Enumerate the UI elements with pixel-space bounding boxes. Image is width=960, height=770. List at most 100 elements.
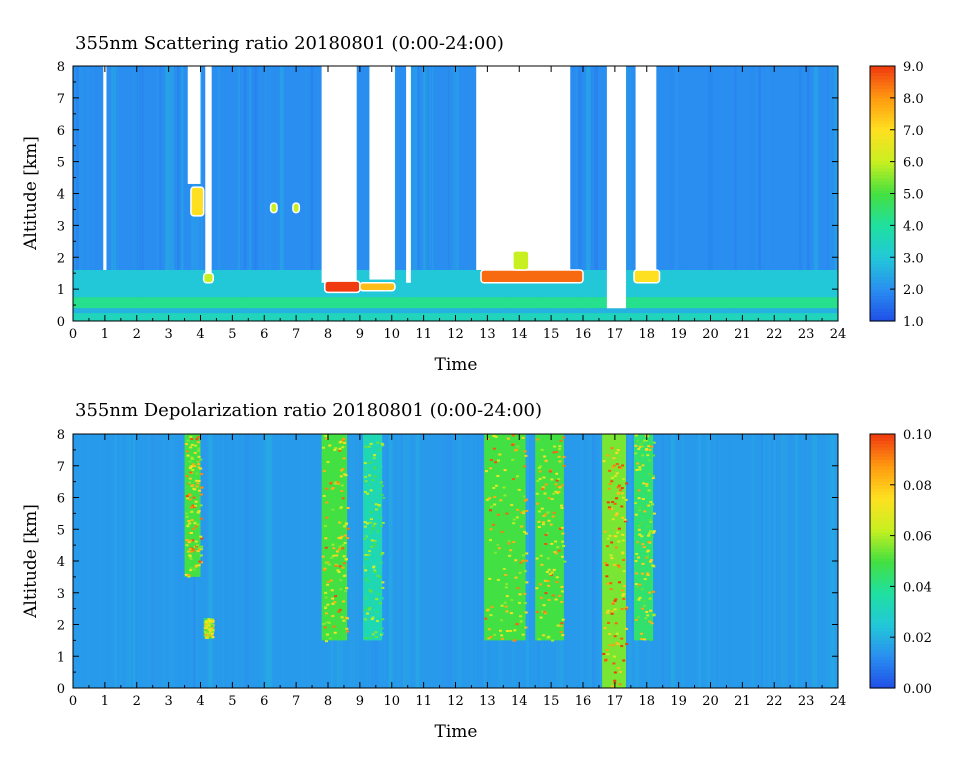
- colorbar-cell: [870, 548, 895, 553]
- no-data-region: [476, 66, 571, 270]
- colorbar-cell: [870, 212, 895, 217]
- texture-streak: [826, 66, 830, 321]
- texture-streak: [125, 434, 130, 688]
- texture-streak: [282, 434, 285, 688]
- colorbar-tick-label: 7.0: [903, 124, 924, 139]
- texture-streak: [751, 66, 757, 321]
- y-tick-label: 5: [57, 156, 65, 171]
- texture-streak: [415, 434, 420, 688]
- colorbar-cell: [870, 145, 895, 150]
- x-tick-label: 10: [383, 694, 400, 709]
- cloud-feature: [324, 280, 361, 294]
- x-tick-label: 12: [447, 694, 464, 709]
- colorbar-cell: [870, 580, 895, 584]
- boundary-layer-band: [73, 297, 838, 309]
- texture-streak: [715, 434, 719, 688]
- x-tick-label: 8: [324, 694, 332, 709]
- texture-streak: [471, 434, 473, 688]
- no-data-region: [606, 66, 627, 309]
- texture-streak: [575, 66, 578, 321]
- colorbar-cell: [870, 494, 895, 499]
- x-tick-label: 10: [383, 327, 400, 342]
- colorbar-cell: [870, 234, 895, 239]
- texture-streak: [412, 66, 417, 321]
- colorbar-cell: [870, 519, 895, 524]
- texture-streak: [136, 66, 138, 321]
- texture-streak: [669, 66, 674, 321]
- texture-streak: [664, 66, 667, 321]
- cloud-feature: [292, 202, 301, 214]
- colorbar-cell: [870, 526, 895, 530]
- x-tick-label: 12: [447, 327, 464, 342]
- texture-streak: [140, 66, 143, 321]
- texture-streak: [592, 434, 596, 688]
- colorbar-cell: [870, 630, 895, 635]
- colorbar-cell: [870, 308, 895, 313]
- texture-streak: [162, 434, 166, 688]
- texture-streak: [423, 66, 429, 321]
- colorbar-cell: [870, 434, 895, 438]
- colorbar-cell: [870, 472, 895, 476]
- x-tick-label: 7: [292, 694, 300, 709]
- texture-streak: [353, 434, 355, 688]
- colorbar-cell: [870, 437, 895, 441]
- colorbar-cell: [870, 487, 895, 492]
- x-tick-label: 24: [830, 694, 847, 709]
- texture-streak: [587, 66, 590, 321]
- no-data-region: [103, 66, 107, 270]
- colorbar-cell: [870, 557, 895, 562]
- colorbar-cell: [870, 104, 895, 109]
- texture-streak: [580, 434, 584, 688]
- texture-streak: [168, 434, 173, 688]
- texture-streak: [159, 66, 162, 321]
- colorbar-cell: [870, 180, 895, 185]
- colorbar-cell: [870, 139, 895, 144]
- colorbar-cell: [870, 576, 895, 581]
- colorbar-cell: [870, 541, 895, 546]
- x-tick-label: 15: [543, 327, 560, 342]
- texture-streak: [156, 66, 160, 321]
- texture-streak: [728, 434, 730, 688]
- depolarization-ratio-title: 355nm Depolarization ratio 20180801 (0:0…: [75, 400, 542, 421]
- texture-streak: [241, 434, 246, 688]
- colorbar-tick-label: 3.0: [903, 251, 924, 266]
- texture-streak: [309, 66, 312, 321]
- x-tick-label: 22: [766, 327, 783, 342]
- texture-streak: [232, 434, 236, 688]
- colorbar-cell: [870, 126, 895, 131]
- colorbar-cell: [870, 241, 895, 246]
- colorbar-tick-label: 0.08: [903, 479, 932, 494]
- colorbar-cell: [870, 292, 895, 297]
- colorbar-tick-label: 0.10: [903, 428, 932, 443]
- colorbar-cell: [870, 513, 895, 518]
- colorbar-cell: [870, 69, 895, 73]
- x-tick-label: 4: [196, 327, 204, 342]
- colorbar-cell: [870, 203, 895, 207]
- colorbar-cell: [870, 453, 895, 457]
- texture-streak: [261, 434, 263, 688]
- colorbar-cell: [870, 193, 895, 198]
- texture-streak: [725, 434, 731, 688]
- x-tick-label: 0: [69, 694, 77, 709]
- texture-streak: [431, 66, 434, 321]
- colorbar-cell: [870, 634, 895, 638]
- x-tick-label: 14: [511, 327, 528, 342]
- x-tick-label: 6: [260, 694, 268, 709]
- colorbar-cell: [870, 314, 895, 319]
- texture-streak: [450, 66, 453, 321]
- texture-streak: [135, 66, 137, 321]
- texture-streak: [138, 66, 140, 321]
- x-tick-label: 1: [101, 327, 109, 342]
- colorbar-cell: [870, 164, 895, 169]
- texture-streak: [79, 434, 83, 688]
- x-tick-label: 7: [292, 327, 300, 342]
- x-tick-label: 21: [734, 327, 751, 342]
- colorbar-cell: [870, 107, 895, 112]
- colorbar-cell: [870, 462, 895, 467]
- texture-streak: [453, 66, 456, 321]
- colorbar-cell: [870, 621, 895, 626]
- y-tick-label: 8: [57, 60, 65, 75]
- texture-streak: [708, 66, 710, 321]
- colorbar-cell: [870, 672, 895, 676]
